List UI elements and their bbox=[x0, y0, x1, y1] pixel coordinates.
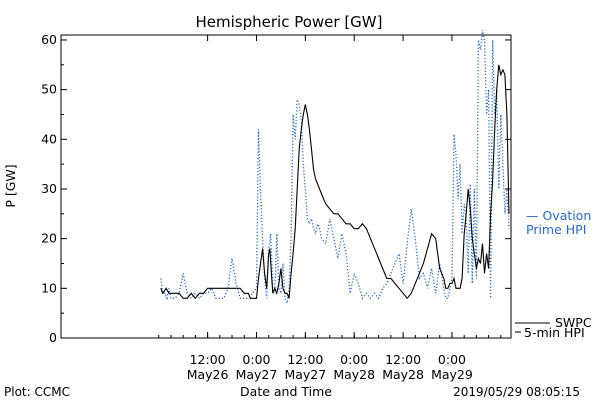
y-tick-label: 30 bbox=[41, 181, 57, 196]
x-tick-date: May28 bbox=[382, 367, 424, 382]
y-tick-label: 40 bbox=[41, 131, 57, 146]
x-tick-date: May29 bbox=[431, 367, 473, 382]
legend-ovation-line1: — Ovation bbox=[526, 208, 591, 223]
x-tick-time: 12:00 bbox=[287, 352, 323, 367]
x-tick-time: 12:00 bbox=[385, 352, 421, 367]
x-axis: 12:00May260:00May2712:00May270:00May2812… bbox=[158, 35, 502, 382]
series-swpc-line bbox=[160, 64, 510, 300]
x-tick-date: May27 bbox=[236, 367, 278, 382]
chart-title: Hemispheric Power [GW] bbox=[196, 13, 383, 31]
x-tick-date: May28 bbox=[333, 367, 375, 382]
y-tick-label: 10 bbox=[41, 280, 57, 295]
y-tick-label: 50 bbox=[41, 82, 57, 97]
y-tick-label: 0 bbox=[49, 330, 57, 345]
series-ovation-prime-line bbox=[160, 29, 510, 306]
x-tick-date: May27 bbox=[284, 367, 326, 382]
x-tick-time: 12:00 bbox=[190, 352, 226, 367]
plot-frame bbox=[60, 34, 512, 339]
y-axis: 0 10 20 30 40 50 60 bbox=[41, 32, 511, 345]
x-axis-label: Date and Time bbox=[240, 384, 332, 399]
y-axis-label: P [GW] bbox=[3, 164, 18, 207]
legend: — Ovation Prime HPI SWPC 5-min HPI bbox=[515, 208, 592, 340]
x-tick-time: 0:00 bbox=[340, 352, 368, 367]
legend-ovation-line2: Prime HPI bbox=[526, 222, 586, 237]
y-tick-label: 60 bbox=[41, 32, 57, 47]
y-tick-label: 20 bbox=[41, 231, 57, 246]
plot-timestamp: 2019/05/29 08:05:15 bbox=[453, 385, 580, 399]
series-layer bbox=[160, 29, 510, 306]
x-tick-date: May26 bbox=[187, 367, 229, 382]
plot-credit: Plot: CCMC bbox=[4, 385, 70, 399]
x-tick-time: 0:00 bbox=[242, 352, 270, 367]
legend-swpc-line2: 5-min HPI bbox=[524, 325, 585, 340]
x-tick-time: 0:00 bbox=[438, 352, 466, 367]
legend-swpc-line1: SWPC bbox=[555, 315, 592, 330]
